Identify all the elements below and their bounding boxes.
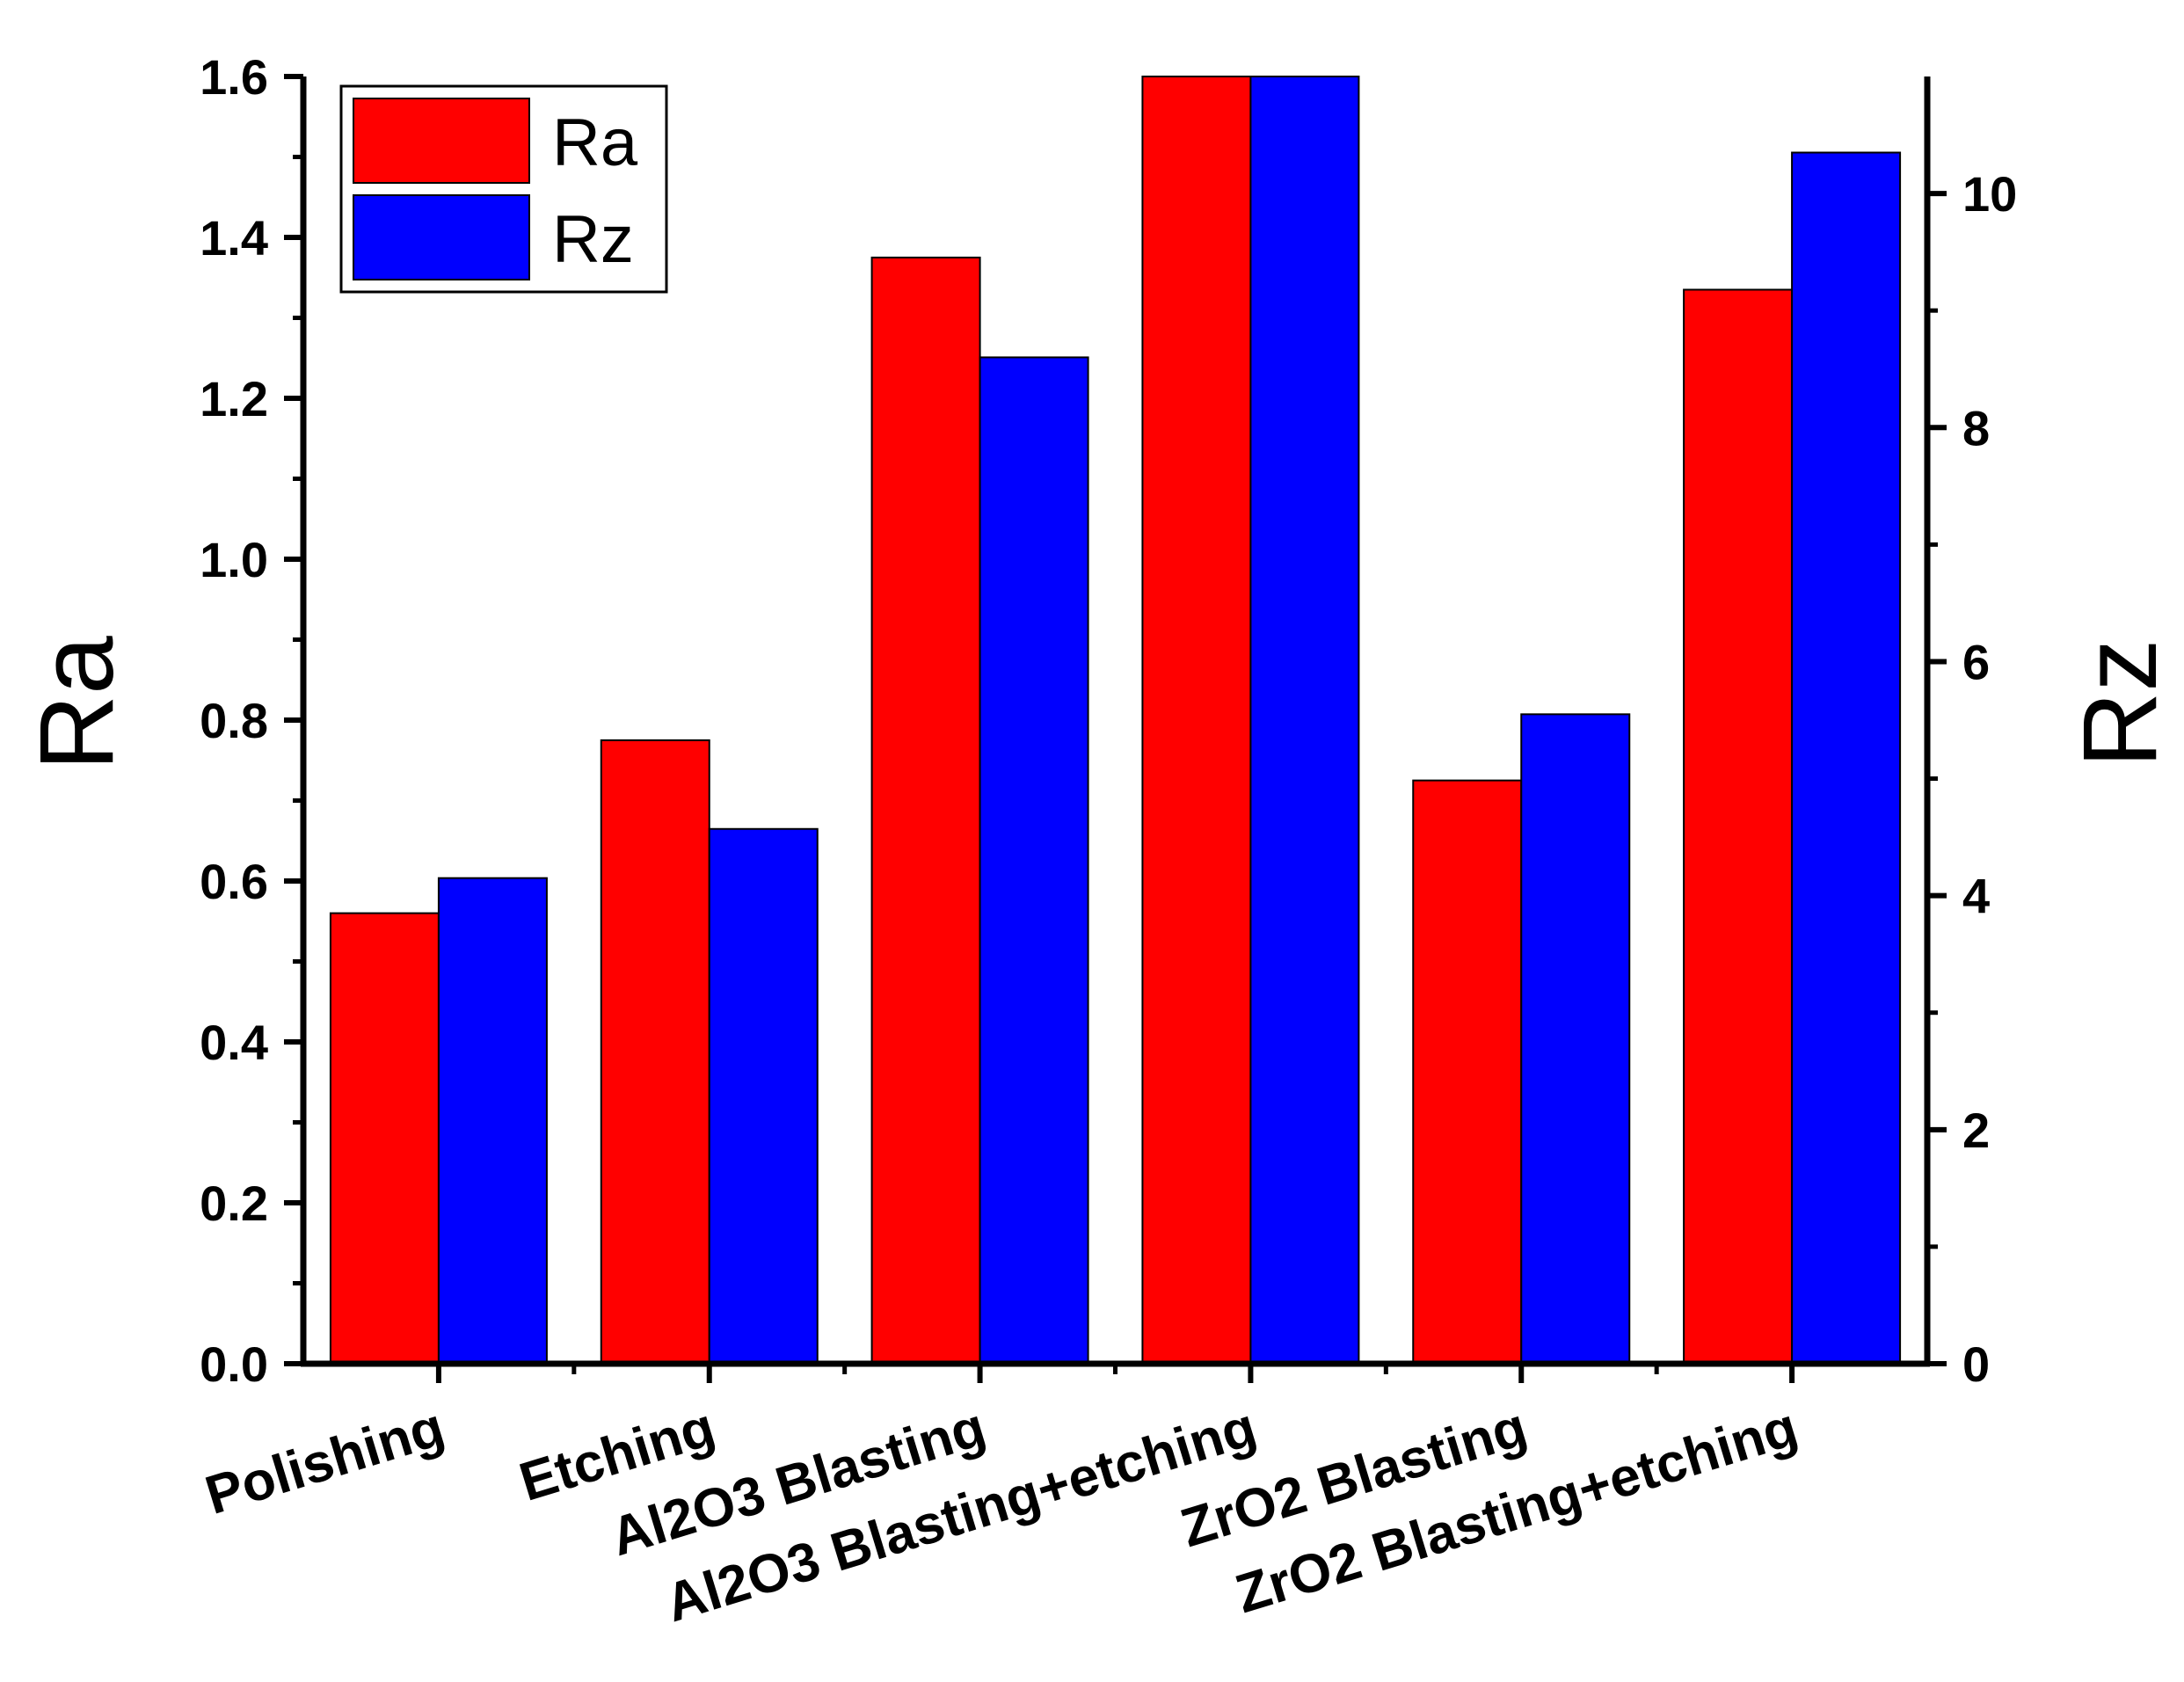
left-tick-label: 1.6: [200, 49, 268, 105]
bar-ra-1: [600, 739, 710, 1365]
bar-ra-5: [1683, 288, 1794, 1365]
bar-ra-0: [329, 912, 440, 1365]
left-tick-label: 0.6: [200, 854, 268, 909]
right-axis-title: Rz: [2061, 639, 2179, 768]
right-tick-label: 2: [1962, 1103, 1990, 1158]
bar-rz-5: [1791, 151, 1902, 1365]
legend: Ra Rz: [339, 84, 668, 294]
bars-layer: [329, 76, 1902, 1365]
right-tick-label: 8: [1962, 400, 1990, 455]
ticks-layer: 0.0 0.2 0.4 0.6 0.8 1.0 1.2 1.4 1.6 0 2 4 6 8 10: [200, 49, 2017, 1392]
left-tick-label: 1.4: [200, 210, 268, 266]
bar-ra-2: [870, 256, 981, 1365]
bar-ra-4: [1412, 779, 1523, 1365]
right-tick-label: 4: [1962, 869, 1990, 924]
bar-rz-0: [437, 877, 548, 1365]
right-tick-label: 0: [1962, 1336, 1990, 1392]
bar-rz-1: [708, 827, 819, 1365]
legend-swatch-rz: [353, 194, 530, 280]
bar-rz-4: [1520, 713, 1631, 1365]
left-tick-label: 0.8: [200, 693, 268, 748]
left-tick-label: 0.2: [200, 1176, 268, 1231]
left-tick-label: 0.4: [200, 1015, 268, 1070]
right-tick-label: 6: [1962, 634, 1990, 689]
legend-swatch-ra: [353, 98, 530, 184]
legend-label-rz: Rz: [552, 202, 634, 277]
bar-rz-2: [979, 356, 1089, 1365]
left-tick-label: 0.0: [200, 1336, 268, 1392]
left-tick-label: 1.2: [200, 371, 268, 426]
legend-label-ra: Ra: [552, 106, 638, 180]
left-axis-title: Ra: [18, 636, 135, 771]
bar-rz-3: [1249, 76, 1360, 1365]
right-tick-label: 10: [1962, 166, 2017, 222]
category-label: Polishing: [199, 1396, 451, 1526]
bar-ra-3: [1141, 76, 1252, 1365]
left-tick-label: 1.0: [200, 532, 268, 587]
